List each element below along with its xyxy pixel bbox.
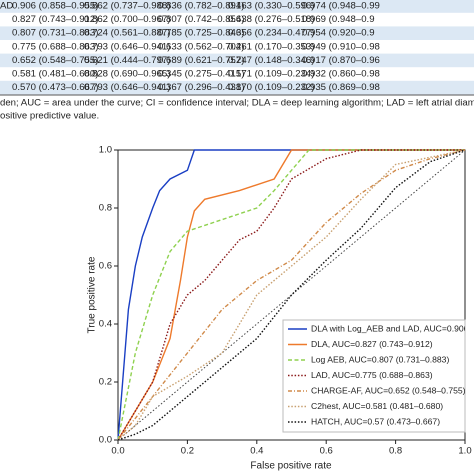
- x-tick-label: 0.4: [250, 446, 263, 457]
- table-cell: 0.862 (0.737–0.988): [84, 1, 170, 12]
- table-cell: 0.247 (0.148–0.346): [228, 55, 314, 66]
- footnote: den; AUC = area under the curve; CI = co…: [0, 98, 474, 109]
- legend-label: Log AEB, AUC=0.807 (0.731–0.883): [311, 354, 449, 364]
- table-cell: 0.793 (0.646–0.941): [84, 82, 170, 93]
- table-cell: 0.932 (0.860–0.98: [302, 69, 380, 80]
- row-band: [0, 80, 474, 95]
- roc-curve: [117, 149, 465, 441]
- y-tick-label: 1.0: [99, 145, 112, 156]
- legend-label: CHARGE-AF, AUC=0.652 (0.548–0.755): [311, 385, 466, 395]
- table-cell: 0.621 (0.444–0.797): [84, 55, 170, 66]
- x-tick-label: 0.0: [111, 446, 124, 457]
- table-cell: 0.793 (0.646–0.941): [84, 41, 170, 52]
- table-cell: 0.807 (0.731–0.883): [12, 28, 98, 39]
- table-cell: 0.917 (0.870–0.96: [302, 55, 380, 66]
- y-axis-label: True positive rate: [87, 256, 98, 333]
- table-cell: 0.570 (0.473–0.667): [12, 82, 98, 93]
- y-tick-label: 0.2: [99, 377, 112, 388]
- table-cell: 0.438 (0.276–0.518): [228, 14, 314, 25]
- y-tick-label: 0.6: [99, 261, 112, 272]
- table-cell: 0.724 (0.561–0.887): [84, 28, 170, 39]
- table-cell: 0.652 (0.548–0.755): [12, 55, 98, 66]
- table-cell: 0.862 (0.700–0.967): [84, 14, 170, 25]
- legend-entries: DLA with Log_AEB and LAD, AUC=0.906 DLA, …: [288, 323, 469, 426]
- table: AD0.906 (0.858–0.955)0.862 (0.737–0.988)…: [0, 0, 474, 95]
- x-tick-label: 0.2: [181, 446, 194, 457]
- legend: DLA with Log_AEB and LAD, AUC=0.906 DLA, …: [282, 319, 469, 433]
- legend-label: DLA with Log_AEB and LAD, AUC=0.906: [311, 323, 469, 333]
- table-cell: 0.689 (0.621–0.757): [158, 55, 244, 66]
- table-cell: 0.581 (0.481–0.680): [12, 69, 98, 80]
- y-tick-label: 0.4: [99, 319, 112, 330]
- table-cell: 0.974 (0.948–0.99: [302, 1, 380, 12]
- legend-label: DLA, AUC=0.827 (0.743–0.912): [311, 339, 433, 349]
- table-cell: 0.949 (0.910–0.98: [302, 41, 380, 52]
- table-cell: 0.367 (0.296–0.438): [158, 82, 244, 93]
- legend-label: HATCH, AUC=0.57 (0.473–0.667): [311, 416, 440, 426]
- table-cell: 0.906 (0.858–0.955): [12, 1, 98, 12]
- table-cell: 0.261 (0.170–0.353): [228, 41, 314, 52]
- footnote: ositive predictive value.: [0, 111, 99, 122]
- table-cell: 0.345 (0.275–0.415): [158, 69, 244, 80]
- x-axis-label: False positive rate: [250, 461, 332, 472]
- table-cell: 0.807 (0.742–0.856): [158, 14, 244, 25]
- legend-box: [282, 319, 466, 433]
- table-cell: 0.775 (0.688–0.863): [12, 41, 98, 52]
- x-tick-label: 0.6: [320, 446, 333, 457]
- y-tick-label: 0.0: [99, 435, 112, 446]
- table-cell: 0.170 (0.109–0.232): [228, 82, 314, 93]
- table-cell: 0.935 (0.869–0.98: [302, 82, 380, 93]
- x-tick-label: 0.8: [389, 446, 402, 457]
- legend-label: LAD, AUC=0.775 (0.688–0.863): [311, 370, 433, 380]
- y-tick-label: 0.8: [99, 203, 112, 214]
- row-band: [0, 0, 474, 13]
- table-cell: AD: [0, 1, 13, 12]
- table-cell: 0.356 (0.234–0.477): [228, 28, 314, 39]
- roc-curve: [117, 149, 466, 441]
- table-cell: 0.836 (0.782–0.891): [158, 1, 244, 12]
- row-band: [0, 26, 474, 40]
- roc-curve: [117, 149, 465, 441]
- table-cell: 0.954 (0.920–0.9: [302, 28, 375, 39]
- table-cell: 0.171 (0.109–0.234): [228, 69, 314, 80]
- table-cell: 0.969 (0.948–0.9: [302, 14, 375, 25]
- table-cell: 0.827 (0.743–0.912): [12, 14, 98, 25]
- table-cell: 0.828 (0.690–0.965): [84, 69, 170, 80]
- chart: False positive rate True positive rate 0…: [87, 145, 472, 472]
- row-band: [0, 53, 474, 68]
- x-tick-label: 1.0: [458, 446, 471, 457]
- table-cell: 0.633 (0.562–0.704): [158, 41, 244, 52]
- roc-curve: [117, 149, 466, 441]
- table-cell: 0.463 (0.330–0.596): [228, 1, 314, 12]
- legend-label: C2hest, AUC=0.581 (0.481–0.680): [311, 401, 443, 411]
- roc-curve: [117, 149, 466, 441]
- roc-curve: [117, 149, 465, 441]
- table-cell: 0.785 (0.725–0.846): [158, 28, 244, 39]
